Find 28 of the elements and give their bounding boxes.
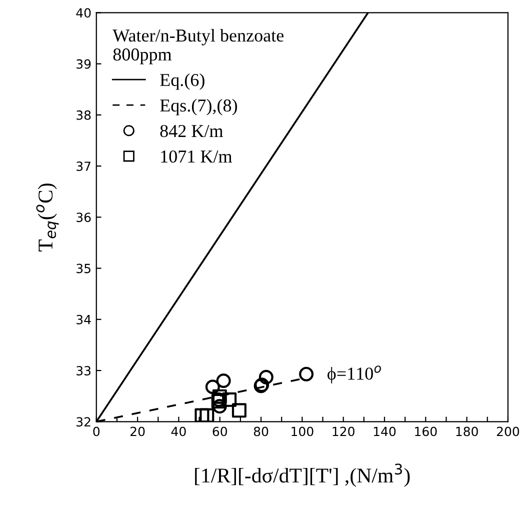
x-tick-label: 40 (171, 426, 186, 436)
x-tick-label: 140 (374, 426, 396, 436)
x-tick-label: 0 (93, 426, 100, 436)
y-tick-label: 37 (76, 162, 90, 171)
y-tick-label: 33 (76, 366, 91, 376)
y-tick-label: 35 (76, 264, 90, 274)
y-tick-label: 38 (76, 110, 91, 120)
annotation: ϕ=110$^{o}$ (327, 366, 381, 384)
legend-title: Water/n-Butyl benzoate 800ppm (112, 28, 284, 64)
x-tick-label: 20 (130, 426, 145, 436)
legend-label: 842 K/m (160, 124, 223, 138)
y-tick-label: 34 (76, 314, 91, 324)
y-tick-label: 32 (76, 417, 90, 427)
y-axis-title: T$_{eq}$($^{o}$C) (36, 184, 59, 252)
y-tick-label: 36 (76, 212, 91, 222)
x-tick-label: 200 (496, 426, 520, 436)
x-axis-title: [1/R][-dσ/dT][T'] ,(N/m$^{3}$) (195, 464, 410, 487)
x-tick-label: 100 (292, 426, 314, 436)
legend-label: 1071 K/m (161, 150, 232, 163)
x-tick-label: 60 (212, 426, 227, 436)
legend-label: Eq.(6) (160, 73, 204, 90)
legend-label: Eqs.(7),(8) (160, 98, 238, 116)
y-tick-label: 40 (76, 8, 91, 18)
y-tick-label: 39 (76, 59, 91, 69)
x-tick-label: 80 (254, 426, 268, 436)
x-tick-label: 180 (456, 426, 478, 436)
x-tick-label: 160 (415, 426, 437, 436)
x-tick-label: 120 (332, 426, 354, 436)
